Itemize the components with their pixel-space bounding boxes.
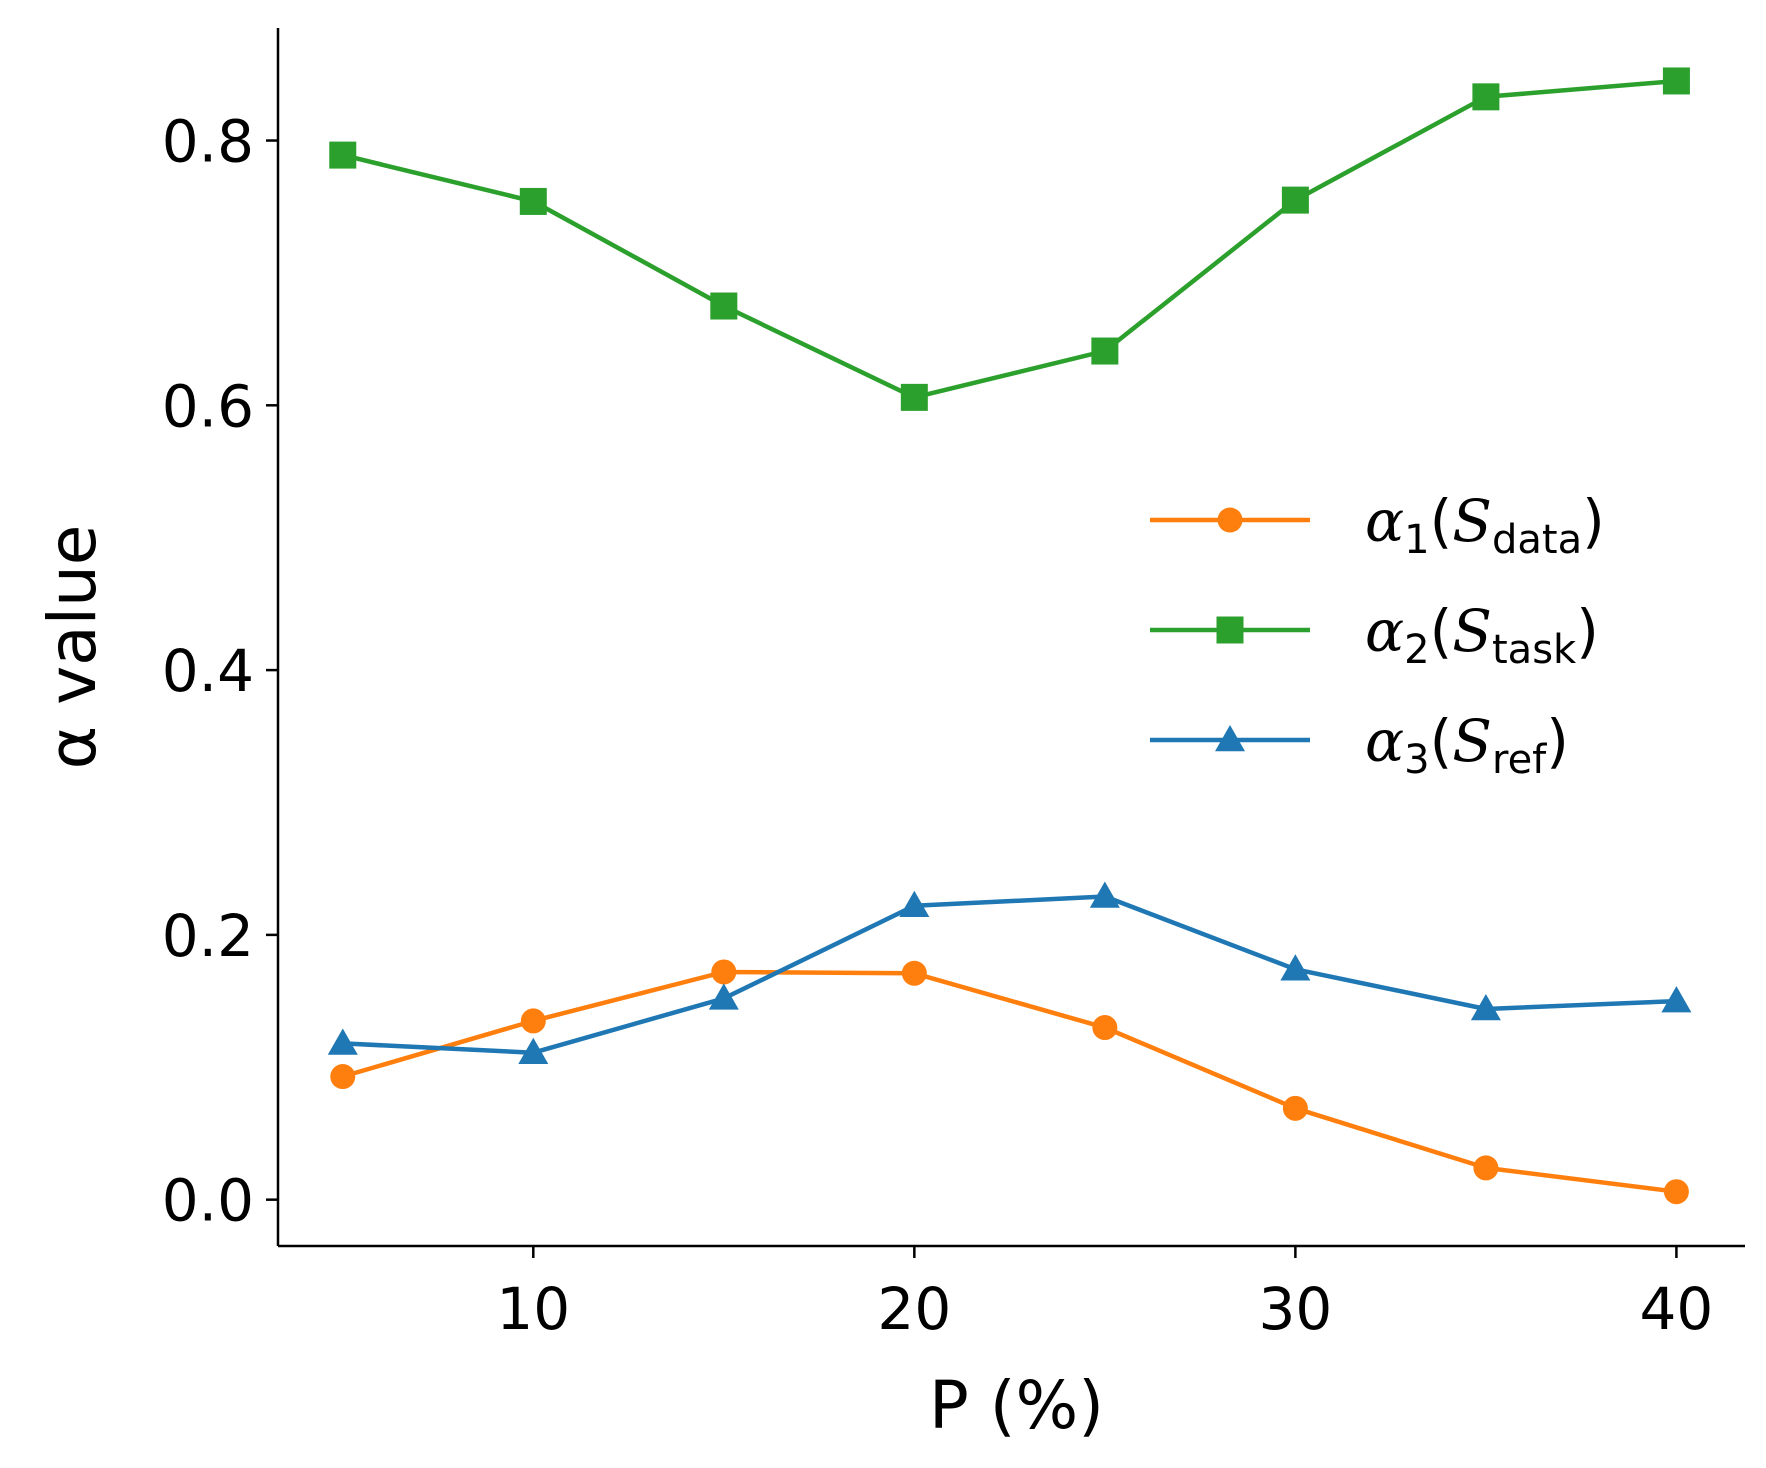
x-tick-label: 10 — [496, 1275, 570, 1343]
y-axis-label: α value — [34, 525, 111, 770]
series-2-point — [1472, 83, 1500, 111]
legend-marker — [1215, 725, 1245, 752]
series-2 — [329, 67, 1690, 411]
x-tick-label: 30 — [1258, 1275, 1332, 1343]
series-1-point — [1663, 1179, 1689, 1205]
legend-item: α1(Sdata) — [1150, 487, 1605, 563]
series-1 — [330, 959, 1689, 1205]
series-2-point — [1281, 186, 1309, 214]
series-1-point — [330, 1064, 356, 1090]
series-layer — [327, 67, 1692, 1205]
series-3-point — [708, 983, 739, 1010]
series-3-point — [518, 1037, 549, 1064]
y-tick-label: 0.4 — [162, 637, 254, 705]
axes: 10 20 30 40 0.0 0.2 0.4 0.6 0.8 P (%) α value — [34, 28, 1745, 1444]
legend-item: α2(Stask) — [1150, 597, 1599, 673]
series-3 — [327, 881, 1692, 1064]
series-3-line — [342, 894, 1677, 1055]
series-3-point — [899, 890, 930, 918]
series-2-point — [519, 187, 547, 215]
x-tick-label: 20 — [877, 1275, 951, 1343]
series-1-point — [1282, 1095, 1308, 1121]
series-1-line — [342, 969, 1677, 1194]
legend-label: α3(Sref) — [1365, 707, 1569, 783]
series-1-point — [1092, 1015, 1118, 1041]
series-1-point — [711, 959, 737, 985]
legend-marker — [1216, 616, 1244, 644]
series-2-point — [900, 383, 928, 411]
y-tick-label: 0.8 — [162, 108, 254, 176]
series-2-point — [329, 141, 357, 169]
y-tick-label: 0.6 — [162, 372, 254, 440]
series-2-line — [342, 78, 1677, 400]
legend-label: α1(Sdata) — [1365, 487, 1605, 563]
legend-item: α3(Sref) — [1150, 707, 1569, 783]
series-1-point — [520, 1008, 546, 1034]
x-axis-label: P (%) — [929, 1367, 1104, 1444]
series-3-point — [1470, 994, 1501, 1021]
legend: α1(Sdata) α2(Stask) α3(Sref) — [1150, 487, 1605, 783]
series-3-point — [1661, 986, 1692, 1013]
y-tick-label: 0.2 — [162, 902, 254, 970]
legend-label: α2(Stask) — [1365, 597, 1599, 673]
series-1-point — [901, 960, 927, 986]
series-2-point — [1091, 337, 1119, 365]
series-2-point — [1662, 67, 1690, 95]
series-3-point — [327, 1028, 358, 1055]
series-3-point — [1089, 881, 1120, 908]
series-3-point — [1280, 954, 1311, 981]
legend-marker — [1217, 507, 1243, 533]
series-1-point — [1473, 1155, 1499, 1181]
x-tick-label: 40 — [1640, 1275, 1714, 1343]
y-tick-label: 0.0 — [162, 1167, 254, 1235]
series-2-point — [710, 292, 738, 320]
